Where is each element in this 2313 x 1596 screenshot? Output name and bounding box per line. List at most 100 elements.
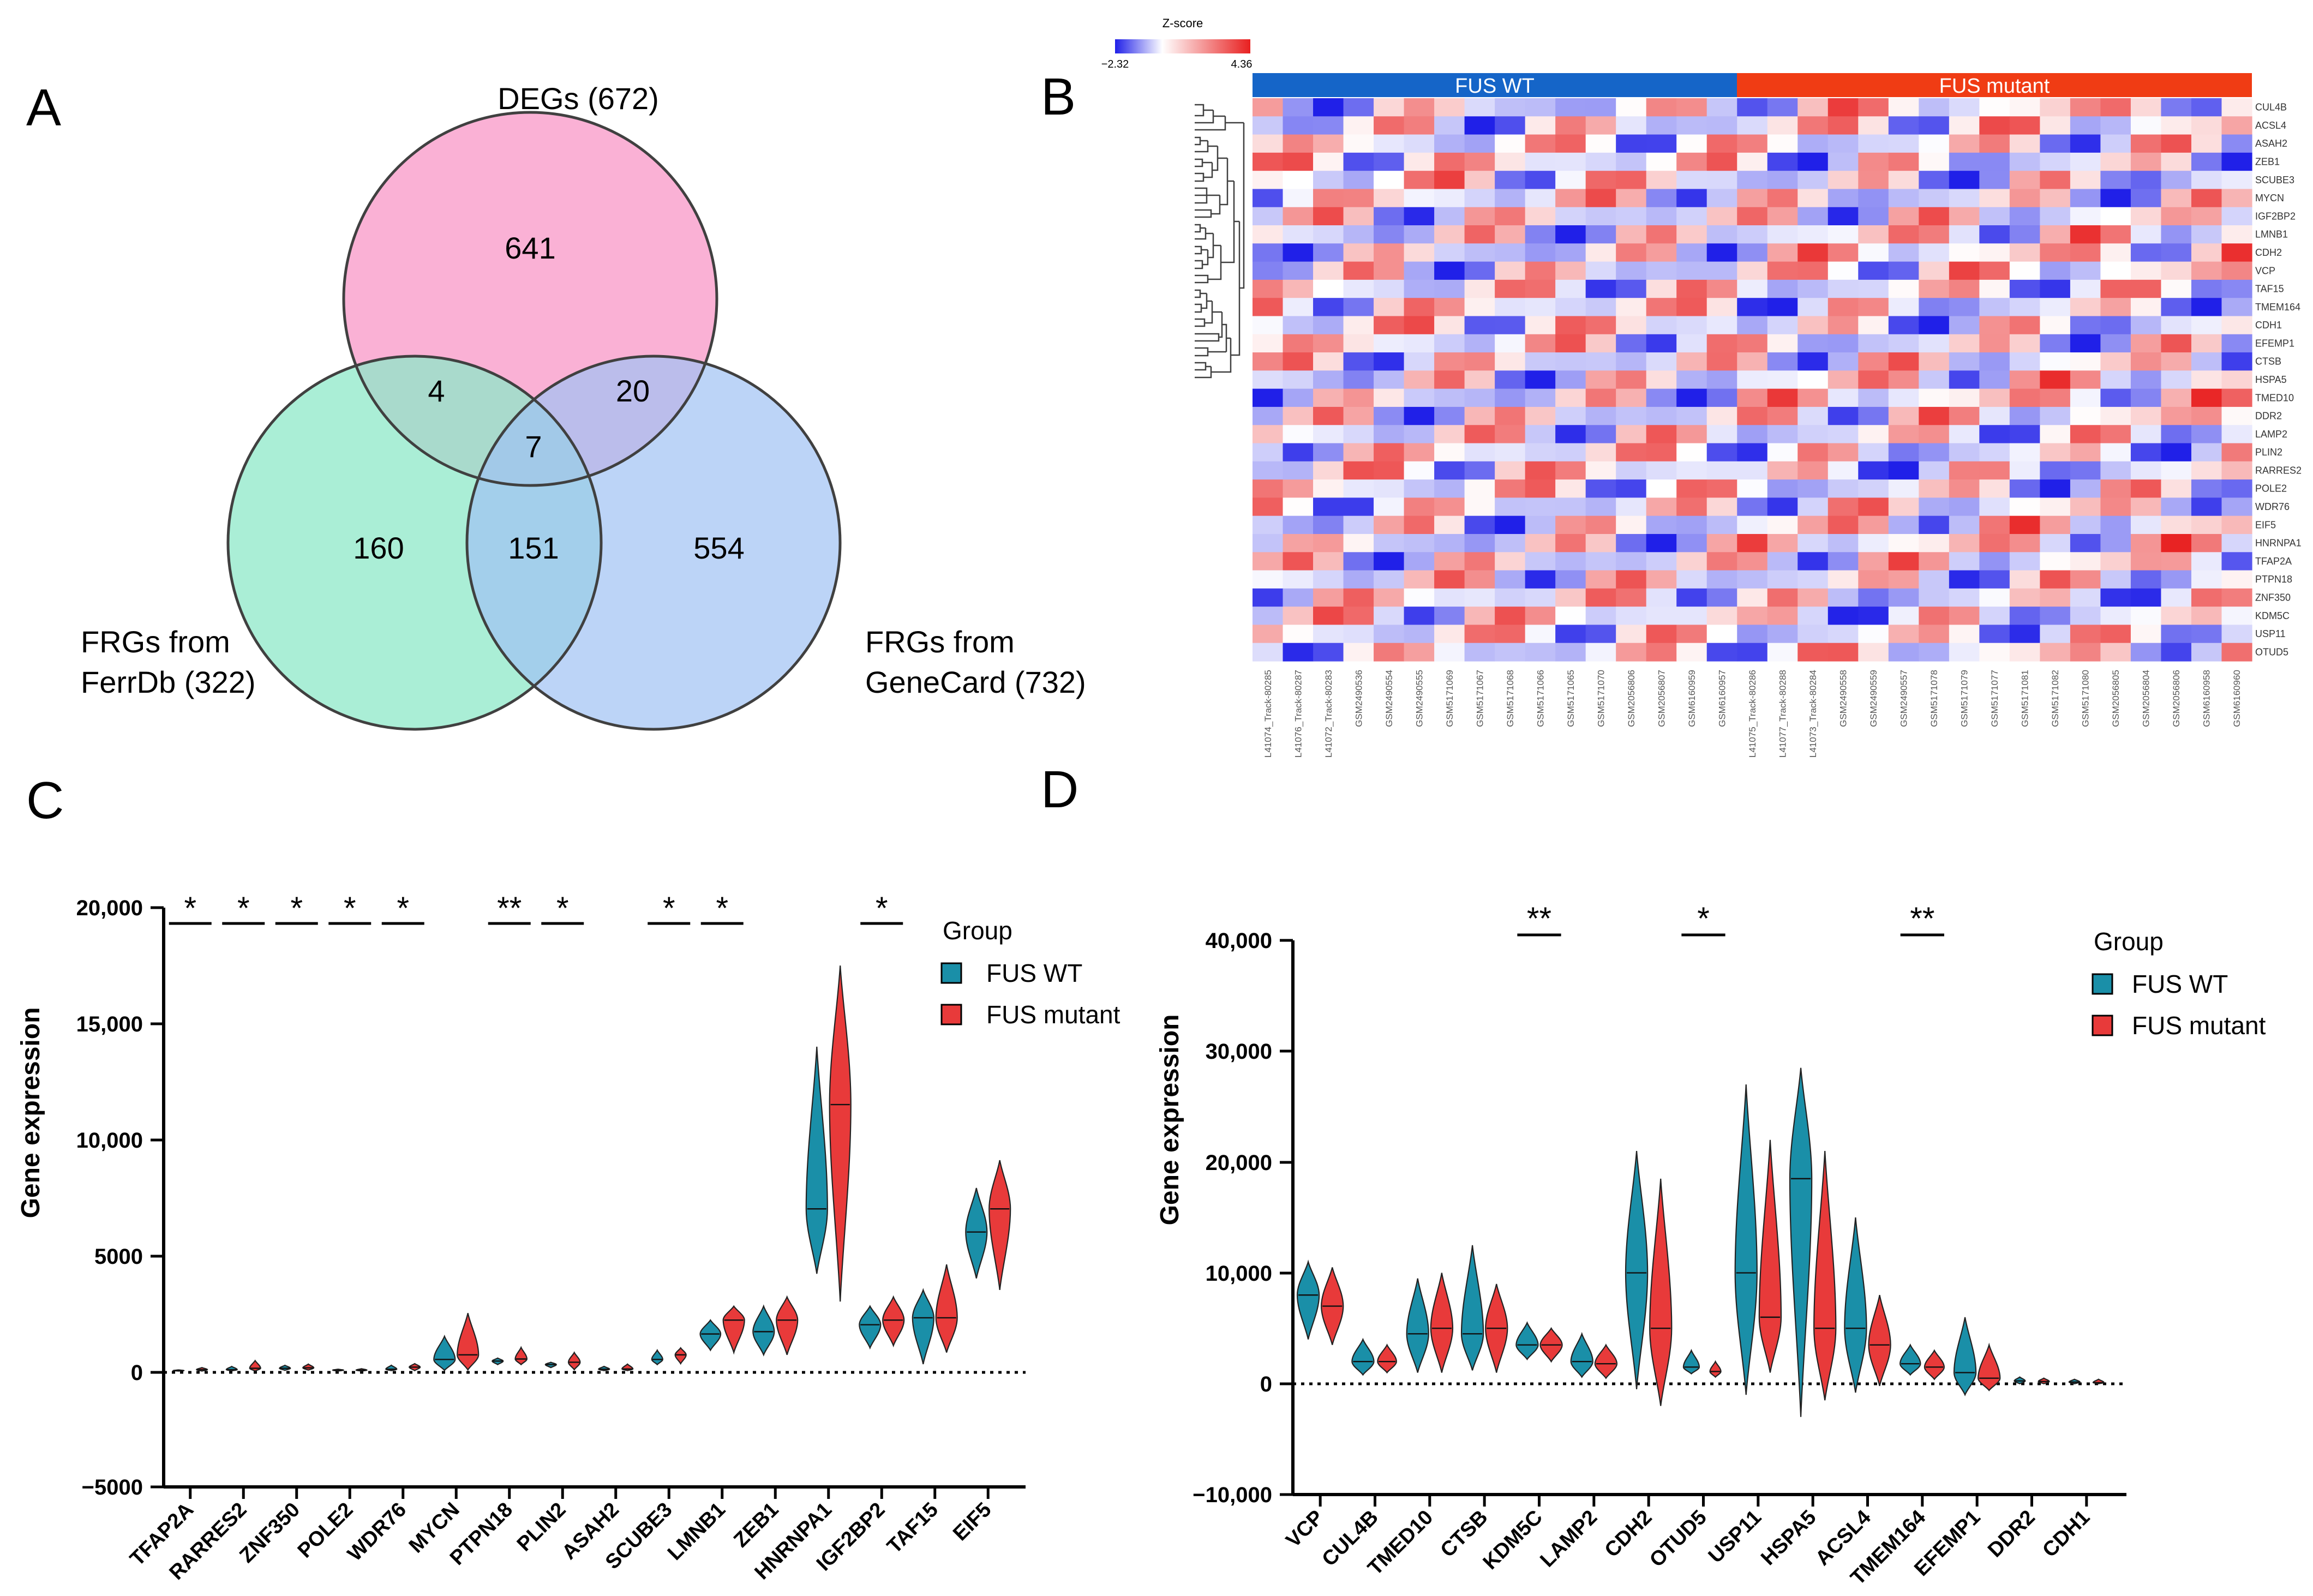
heatmap-cell bbox=[2161, 334, 2192, 353]
heatmap-cell bbox=[1343, 243, 1374, 262]
heatmap-sample-label: GSM2056807 bbox=[1657, 670, 1667, 727]
heatmap-sample-label: GSM2490536 bbox=[1353, 670, 1364, 727]
heatmap-cell bbox=[1585, 643, 1616, 662]
heatmap-cell bbox=[1404, 152, 1435, 171]
heatmap-cell bbox=[1464, 189, 1495, 208]
heatmap-cell bbox=[2100, 316, 2131, 335]
heatmap-cell bbox=[1313, 625, 1344, 644]
heatmap-cell bbox=[1585, 261, 1616, 280]
heatmap-cell bbox=[1827, 189, 1859, 208]
heatmap-cell bbox=[1737, 189, 1768, 208]
heatmap-cell bbox=[1253, 625, 1284, 644]
heatmap-cell bbox=[2040, 279, 2071, 298]
heatmap-cell bbox=[1253, 279, 1284, 298]
heatmap-cell bbox=[2070, 279, 2101, 298]
heatmap-cell bbox=[1404, 388, 1435, 407]
heatmap-cell bbox=[1737, 171, 1768, 190]
heatmap-cell bbox=[1858, 134, 1889, 153]
heatmap-cell bbox=[1767, 370, 1798, 389]
heatmap-cell bbox=[1858, 607, 1889, 626]
heatmap-cell bbox=[1283, 479, 1314, 498]
heatmap-cell bbox=[2040, 98, 2071, 117]
heatmap-cell bbox=[2070, 370, 2101, 389]
heatmap-cell bbox=[1585, 533, 1616, 553]
heatmap-cell bbox=[1616, 588, 1647, 607]
heatmap-cell bbox=[1525, 98, 1556, 117]
heatmap-cell bbox=[1646, 607, 1677, 626]
heatmap-cell bbox=[1404, 625, 1435, 644]
panel-d-legend-swatch-mut bbox=[2092, 1015, 2113, 1036]
heatmap-cell bbox=[1464, 625, 1495, 644]
heatmap-gene-label: CTSB bbox=[2255, 356, 2281, 367]
heatmap-cell bbox=[1434, 225, 1465, 244]
heatmap-cell bbox=[1888, 388, 1919, 407]
heatmap-cell bbox=[1404, 134, 1435, 153]
heatmap-cell bbox=[2221, 588, 2252, 607]
heatmap-cell bbox=[1919, 134, 1950, 153]
heatmap-cell bbox=[1585, 207, 1616, 226]
heatmap-cell bbox=[1555, 352, 1586, 371]
heatmap-cell bbox=[1253, 388, 1284, 407]
heatmap-cell bbox=[2161, 588, 2192, 607]
heatmap-cell bbox=[1676, 334, 1707, 353]
significance-mark: * bbox=[290, 891, 303, 926]
heatmap-cell bbox=[1495, 171, 1526, 190]
heatmap-cell bbox=[1919, 243, 1950, 262]
heatmap-cell bbox=[2100, 533, 2131, 553]
heatmap-cell bbox=[1464, 643, 1495, 662]
heatmap-cell bbox=[1646, 625, 1677, 644]
heatmap-cell bbox=[2221, 515, 2252, 535]
heatmap-cell bbox=[1404, 352, 1435, 371]
heatmap-cell bbox=[1495, 98, 1526, 117]
heatmap-cell bbox=[2040, 570, 2071, 589]
heatmap-cell bbox=[1979, 279, 2010, 298]
heatmap-cell bbox=[2161, 207, 2192, 226]
heatmap-cell bbox=[1374, 116, 1405, 135]
heatmap-cell bbox=[1737, 552, 1768, 571]
heatmap-cell bbox=[1797, 98, 1829, 117]
heatmap-cell bbox=[1495, 352, 1526, 371]
heatmap-cell bbox=[1374, 243, 1405, 262]
heatmap-cell bbox=[1404, 443, 1435, 462]
heatmap-sample-label: GSM5171078 bbox=[1929, 670, 1939, 727]
heatmap-cell bbox=[1283, 461, 1314, 480]
heatmap-cell bbox=[1464, 152, 1495, 171]
heatmap-cell bbox=[1827, 152, 1859, 171]
heatmap-cell bbox=[2009, 279, 2040, 298]
heatmap-cell bbox=[1737, 515, 1768, 535]
heatmap-cell bbox=[1797, 388, 1829, 407]
heatmap-cell bbox=[1434, 116, 1465, 135]
heatmap-cell bbox=[1919, 352, 1950, 371]
heatmap-cell bbox=[2161, 116, 2192, 135]
violin-mycn-mutant bbox=[457, 1313, 480, 1371]
heatmap-cell bbox=[1404, 316, 1435, 335]
heatmap-cell bbox=[1495, 370, 1526, 389]
heatmap-cell bbox=[1767, 497, 1798, 517]
heatmap-cell bbox=[1283, 152, 1314, 171]
heatmap-cell bbox=[1919, 607, 1950, 626]
heatmap-cell bbox=[1646, 207, 1677, 226]
heatmap-cell bbox=[1706, 388, 1737, 407]
violin-tmem164-mutant bbox=[1923, 1349, 1945, 1381]
heatmap-cell bbox=[1464, 134, 1495, 153]
heatmap-cell bbox=[1374, 316, 1405, 335]
heatmap-cell bbox=[1343, 225, 1374, 244]
heatmap-cell bbox=[1949, 261, 1980, 280]
heatmap-cell bbox=[2221, 461, 2252, 480]
heatmap-cell bbox=[1404, 570, 1435, 589]
heatmap-cell bbox=[2040, 425, 2071, 444]
heatmap-cell bbox=[1434, 279, 1465, 298]
heatmap-cell bbox=[1706, 552, 1737, 571]
heatmap-cell bbox=[1949, 316, 1980, 335]
heatmap-cell bbox=[1374, 261, 1405, 280]
heatmap-gene-label: USP11 bbox=[2255, 628, 2286, 639]
heatmap-cell bbox=[2221, 552, 2252, 571]
heatmap-cell bbox=[1676, 261, 1707, 280]
violin-tmed10-wt bbox=[1406, 1278, 1429, 1373]
heatmap-cell bbox=[1949, 279, 1980, 298]
heatmap-cell bbox=[1616, 261, 1647, 280]
heatmap-cell bbox=[1253, 370, 1284, 389]
heatmap-cell bbox=[1979, 588, 2010, 607]
heatmap-cell bbox=[2040, 352, 2071, 371]
heatmap-cell bbox=[1646, 388, 1677, 407]
